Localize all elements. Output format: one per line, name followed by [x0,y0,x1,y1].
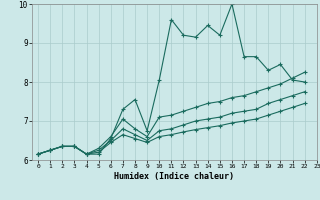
X-axis label: Humidex (Indice chaleur): Humidex (Indice chaleur) [115,172,234,181]
